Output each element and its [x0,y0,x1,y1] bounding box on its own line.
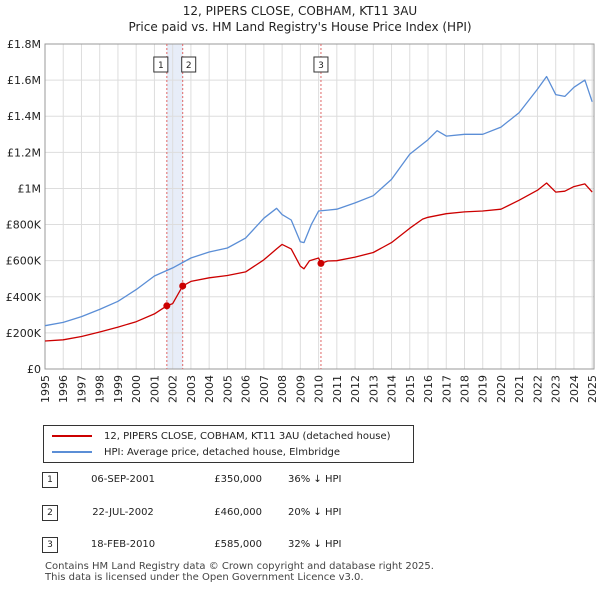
footer-licence: This data is licensed under the Open Gov… [45,572,364,583]
x-tick-label: 2004 [203,375,216,403]
transaction-hpi-diff: 32% ↓ HPI [288,539,342,550]
x-tick-label: 2006 [240,375,253,403]
x-tick-label: 2005 [221,375,234,403]
series-line-hpi [44,75,593,327]
transaction-point [163,302,171,310]
transaction-marker-number: 1 [42,472,58,488]
x-tick-label: 2011 [331,375,344,403]
x-tick-label: 2013 [367,375,380,403]
y-tick-label: £0 [27,363,41,376]
x-tick-label: 2000 [130,375,143,403]
price-chart: £0 £200K £400K £600K £800K £1M £1.2M £1.4M £1.6M… [6,38,599,403]
y-tick-label: £1.4M [7,110,41,123]
x-tick-label: 2012 [349,375,362,403]
x-tick-label: 2008 [276,375,289,403]
x-tick-label: 1996 [57,375,70,403]
x-tick-label: 2002 [167,375,180,403]
x-tick-label: 2015 [404,375,417,403]
x-tick-label: 2023 [550,375,563,403]
x-tick-label: 2003 [185,375,198,403]
transaction-marker-box [313,56,329,73]
x-tick-label: 2007 [258,375,271,403]
plot-border [44,43,595,370]
transaction-date: 06-SEP-2001 [91,474,155,485]
y-tick-label: £1.6M [7,74,41,87]
y-tick-label: £200K [6,327,42,340]
footer-copyright: Contains HM Land Registry data © Crown c… [45,561,434,572]
y-tick-label: £800K [6,219,42,232]
legend-swatch-property [52,435,92,437]
legend-item-hpi: HPI: Average price, detached house, Elmb… [52,445,340,459]
transaction-point [317,259,325,267]
x-tick-label: 1998 [94,375,107,403]
transaction-row: 1 06-SEP-2001 £350,000 36% ↓ HPI [42,472,562,490]
x-tick-label: 1995 [39,375,52,403]
y-tick-label: £400K [6,291,42,304]
x-tick-label: 2018 [459,375,472,403]
transaction-row: 3 18-FEB-2010 £585,000 32% ↓ HPI [42,537,562,555]
x-tick-label: 2014 [386,375,399,403]
x-tick-label: 1997 [75,375,88,403]
x-tick-label: 2016 [422,375,435,403]
transaction-marker-label: 3 [318,61,324,71]
x-tick-label: 2001 [148,375,161,403]
y-tick-label: £1M [18,182,42,195]
transaction-price: £585,000 [214,539,262,550]
x-tick-label: 2024 [568,375,581,403]
legend-label-property: 12, PIPERS CLOSE, COBHAM, KT11 3AU (deta… [104,430,391,442]
transaction-point [179,282,187,290]
y-tick-label: £1.2M [7,146,41,159]
transaction-marker-number: 2 [42,505,58,521]
chart-legend: 12, PIPERS CLOSE, COBHAM, KT11 3AU (deta… [43,425,414,463]
x-tick-label: 2017 [440,375,453,403]
footer: Contains HM Land Registry data © Crown c… [45,561,434,583]
transaction-date: 18-FEB-2010 [90,539,156,550]
chart-title: 12, PIPERS CLOSE, COBHAM, KT11 3AU [182,4,418,18]
x-tick-label: 2010 [313,375,326,403]
chart-subtitle: Price paid vs. HM Land Registry's House … [128,20,472,34]
legend-item-property: 12, PIPERS CLOSE, COBHAM, KT11 3AU (deta… [52,429,391,443]
x-tick-label: 1999 [112,375,125,403]
y-tick-label: £600K [6,255,42,268]
transaction-price: £350,000 [214,474,262,485]
transaction-marker-label: 1 [158,61,164,71]
transaction-marker-number: 3 [42,537,58,553]
x-tick-label: 2020 [495,375,508,403]
transaction-hpi-diff: 36% ↓ HPI [288,474,342,485]
transaction-row: 2 22-JUL-2002 £460,000 20% ↓ HPI [42,505,562,523]
transaction-price: £460,000 [214,507,262,518]
legend-swatch-hpi [52,451,92,453]
x-tick-label: 2021 [513,375,526,403]
transaction-marker-box [181,56,197,73]
transaction-marker-box [153,56,169,73]
transaction-hpi-diff: 20% ↓ HPI [288,507,342,518]
y-tick-label: £1.8M [7,38,41,51]
transaction-date: 22-JUL-2002 [92,507,154,518]
plot-area [45,44,594,369]
transaction-marker-label: 2 [186,61,192,71]
x-tick-label: 2022 [531,375,544,403]
x-tick-label: 2025 [586,375,599,403]
transaction-shade [166,44,183,369]
legend-label-hpi: HPI: Average price, detached house, Elmb… [104,446,341,458]
x-tick-label: 2019 [477,375,490,403]
x-tick-label: 2009 [294,375,307,403]
